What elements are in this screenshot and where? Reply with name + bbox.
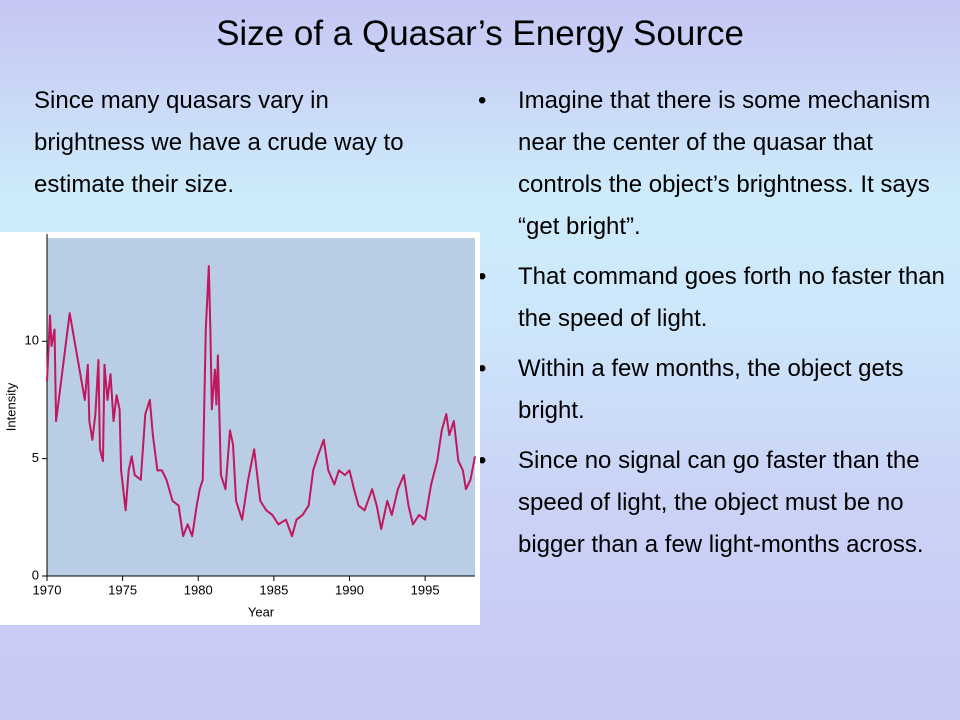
bullet: • Imagine that there is some mechanism ne…: [478, 80, 948, 248]
x-tick-label: 1995: [411, 582, 440, 597]
bullet-list: • Imagine that there is some mechanism ne…: [478, 80, 948, 574]
chart: 0 5 10 1970 1975 1980 1985 1990 1995 Year Intensit…: [0, 232, 480, 625]
x-tick-label: 1985: [259, 582, 288, 597]
y-axis-label: Intensity: [3, 382, 18, 431]
x-axis-label: Year: [248, 604, 275, 619]
bullet-dot: •: [478, 355, 487, 382]
x-tick-label: 1975: [108, 582, 137, 597]
bullet-text: That command goes forth no faster than t…: [518, 263, 945, 332]
bullet-dot: •: [478, 87, 487, 114]
x-tick-label: 1970: [33, 582, 62, 597]
plot-area: [47, 238, 475, 576]
bullet-text: Imagine that there is some mechanism nea…: [518, 87, 931, 240]
bullet: • Since no signal can go faster than the …: [478, 440, 948, 566]
x-tick-label: 1990: [335, 582, 364, 597]
data-line: [46, 265, 476, 538]
x-tick-label: 1980: [184, 582, 213, 597]
y-tick-label: 10: [25, 333, 39, 348]
bullet-dot: •: [478, 447, 487, 474]
intro-text: Since many quasars vary in brightness we…: [34, 87, 404, 198]
y-tick-label: 5: [32, 450, 39, 465]
bullet-text: Since no signal can go faster than the s…: [518, 447, 924, 558]
bullet: • That command goes forth no faster than …: [478, 256, 948, 340]
bullet: • Within a few months, the object gets br…: [478, 348, 948, 432]
bullet-text: Within a few months, the object gets bri…: [518, 355, 904, 424]
slide-title: Size of a Quasar’s Energy Source: [216, 14, 744, 53]
bullet-dot: •: [478, 263, 487, 290]
y-tick-label: 0: [32, 567, 39, 582]
